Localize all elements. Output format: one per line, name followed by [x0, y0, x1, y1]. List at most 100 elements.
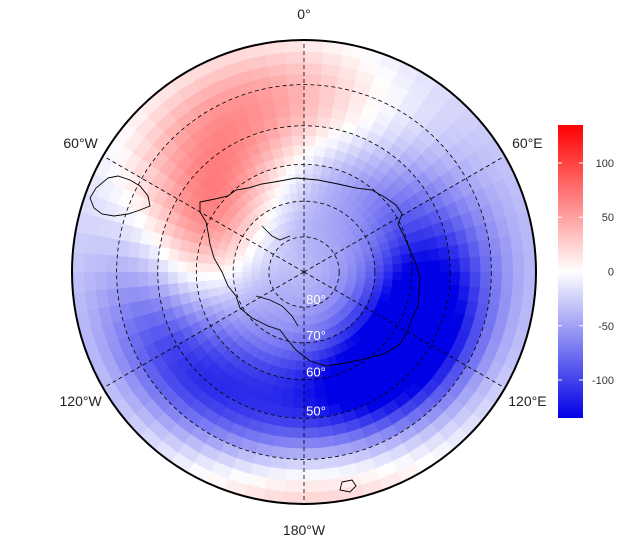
field-cell [72, 251, 85, 273]
field-cell [310, 350, 320, 361]
field-cell [382, 256, 393, 266]
parallel-circle [232, 200, 376, 344]
longitude-label: 120°E [508, 393, 546, 409]
field-cell [232, 271, 243, 279]
field-cell [303, 480, 324, 493]
field-cell [459, 257, 471, 273]
field-cell [373, 257, 384, 267]
field-cell [303, 447, 321, 460]
field-cell [186, 261, 197, 273]
graticule [102, 40, 506, 504]
field-cell [419, 249, 431, 263]
field-cell [126, 256, 139, 273]
field-cell [303, 315, 309, 326]
field-cell [303, 94, 320, 107]
longitude-label: 120°W [60, 393, 103, 409]
field-cell [429, 259, 441, 273]
field-cell [215, 278, 226, 288]
field-cell [147, 271, 159, 286]
field-cell [137, 271, 149, 287]
field-cell [285, 62, 305, 75]
field-cell [284, 480, 305, 493]
field-cell [296, 191, 305, 202]
field-cell [297, 200, 305, 211]
field-cell [286, 73, 305, 86]
field-cell [523, 271, 536, 293]
field-cell [490, 254, 503, 273]
field-cell [428, 282, 441, 296]
field-shading [72, 40, 536, 504]
field-cell [313, 387, 327, 399]
meridian-line [303, 155, 506, 273]
field-cell [303, 182, 313, 193]
field-cell [167, 271, 179, 285]
field-cell [428, 248, 441, 262]
field-cell [196, 262, 207, 273]
field-cell [285, 469, 305, 482]
colorbar-ticks: 100 50 0 -50 -100 [558, 158, 614, 387]
field-cell [291, 407, 305, 419]
parallel-circle [157, 125, 451, 419]
field-cell [401, 262, 412, 273]
field-cell [303, 388, 316, 399]
field-cell [287, 447, 305, 460]
field-cell [280, 396, 294, 409]
field-cell [223, 271, 234, 280]
field-cell [157, 259, 169, 273]
field-cell [167, 282, 180, 296]
field-cell [289, 427, 305, 439]
field-cell [490, 271, 503, 290]
field-cell [303, 154, 315, 165]
field-cell [439, 271, 451, 285]
field-cell [283, 40, 305, 53]
field-cell [241, 271, 252, 278]
field-cell [294, 369, 305, 380]
field-cell [292, 388, 305, 399]
field-cell [365, 265, 376, 273]
field-cell [292, 145, 305, 156]
field-cell [420, 260, 431, 273]
field-cell [439, 259, 451, 273]
field-cell [283, 377, 295, 389]
south-america-coastline [89, 175, 151, 217]
field-cell [186, 271, 197, 283]
field-cell [284, 51, 305, 64]
field-cell [479, 255, 492, 273]
field-cell [289, 105, 305, 117]
field-cell [276, 415, 292, 428]
field-cell [72, 271, 85, 293]
field-cell [290, 417, 305, 429]
field-cell [283, 491, 305, 504]
field-cell [419, 281, 431, 295]
map-boundary [71, 39, 537, 505]
field-cell [303, 51, 324, 64]
field-cell [299, 227, 305, 238]
field-cell [94, 271, 107, 291]
field-cell [285, 164, 296, 176]
field-cell [299, 218, 305, 229]
field-cell [295, 360, 305, 371]
field-cell [303, 62, 323, 75]
field-cell [177, 281, 189, 295]
field-cell [501, 253, 514, 273]
field-cell [83, 271, 96, 292]
field-cell [338, 267, 349, 273]
field-cell [523, 251, 536, 273]
field-cell [105, 254, 118, 273]
field-cell [303, 73, 322, 86]
latitude-labels: 80° 70° 60° 50° [306, 292, 326, 418]
field-cell [469, 271, 482, 288]
field-cell [196, 271, 207, 282]
field-cell [280, 135, 294, 148]
field-cell [289, 192, 299, 203]
field-cell [286, 458, 305, 471]
field-cell [283, 155, 295, 167]
field-cell [401, 271, 412, 282]
field-cell [303, 145, 316, 156]
field-cell [420, 271, 431, 284]
field-cell [512, 252, 525, 273]
field-cell [303, 491, 325, 504]
field-cell [303, 105, 319, 117]
ross-ice-shelf-edge [255, 295, 299, 327]
